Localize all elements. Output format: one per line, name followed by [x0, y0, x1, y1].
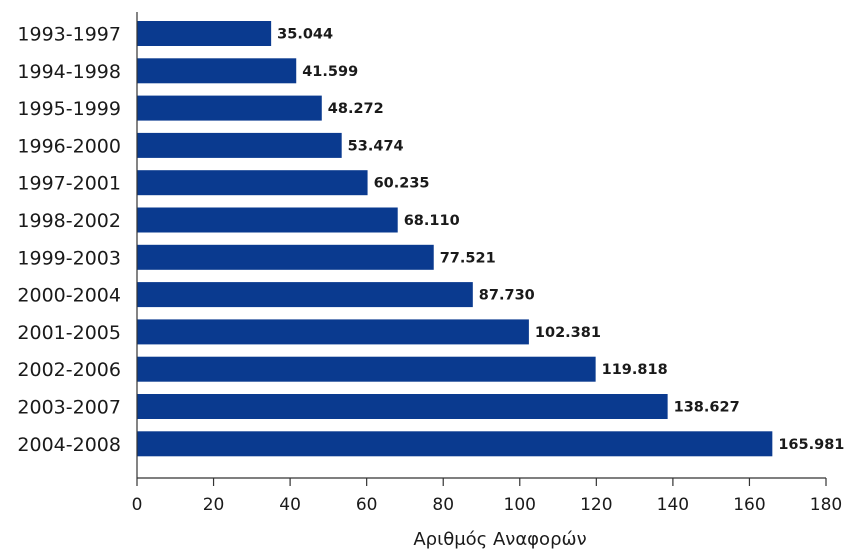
x-tick-label: 40	[279, 495, 301, 515]
bar-2003-2007	[137, 394, 668, 419]
category-label: 1994-1998	[17, 61, 121, 83]
x-axis-title: Αριθμός Αναφορών	[413, 529, 586, 550]
category-labels: 1993-1997 1994-1998 1995-1999 1996-2000 1997…	[17, 24, 121, 456]
value-label: 68.110	[404, 213, 460, 229]
bar-2000-2004	[137, 282, 473, 308]
category-label: 1999-2003	[17, 247, 121, 269]
value-label: 119.818	[602, 362, 668, 378]
value-label: 102.381	[535, 325, 601, 341]
bar-2004-2008	[137, 431, 773, 457]
x-tick-label: 160	[733, 495, 765, 515]
category-label: 1998-2002	[17, 210, 121, 232]
bar-1995-1999	[137, 95, 322, 121]
x-tick-label: 80	[432, 495, 454, 515]
value-label: 41.599	[302, 64, 358, 80]
bar-1997-2001	[137, 170, 368, 196]
x-tick-label: 180	[810, 495, 842, 515]
x-tick-label: 0	[132, 495, 143, 515]
category-label: 1997-2001	[17, 173, 121, 195]
value-label: 165.981	[778, 437, 844, 453]
category-label: 1993-1997	[17, 24, 121, 46]
category-label: 2004-2008	[17, 434, 121, 456]
x-tick-label: 120	[580, 495, 612, 515]
bar-1996-2000	[137, 132, 342, 158]
category-label: 2000-2004	[17, 285, 121, 307]
value-label: 138.627	[674, 400, 740, 416]
category-label: 2003-2007	[17, 397, 121, 419]
value-label: 87.730	[479, 288, 535, 304]
category-label: 2002-2006	[17, 359, 121, 381]
bars-layer	[137, 21, 773, 457]
category-label: 1995-1999	[17, 98, 121, 120]
bar-1994-1998	[137, 58, 297, 84]
bar-1993-1997	[137, 21, 272, 46]
bar-1999-2003	[137, 244, 434, 270]
axes: 0 20 40 60 80 100 120 140 160 180	[132, 12, 842, 515]
bar-1998-2002	[137, 207, 398, 233]
bar-2001-2005	[137, 319, 529, 345]
x-tick-label: 100	[504, 495, 536, 515]
value-labels: 35.044 41.599 48.272 53.474 60.235 68.110 77.5…	[277, 27, 844, 453]
category-label: 2001-2005	[17, 322, 121, 344]
x-tick-label: 20	[203, 495, 225, 515]
category-label: 1996-2000	[17, 135, 121, 157]
value-label: 53.474	[348, 138, 404, 154]
value-label: 35.044	[277, 27, 333, 43]
value-label: 48.272	[328, 101, 384, 117]
x-tick-label: 60	[356, 495, 378, 515]
value-label: 60.235	[374, 176, 430, 192]
x-tick-label: 140	[657, 495, 689, 515]
value-label: 77.521	[440, 250, 496, 266]
bar-2002-2006	[137, 356, 596, 382]
